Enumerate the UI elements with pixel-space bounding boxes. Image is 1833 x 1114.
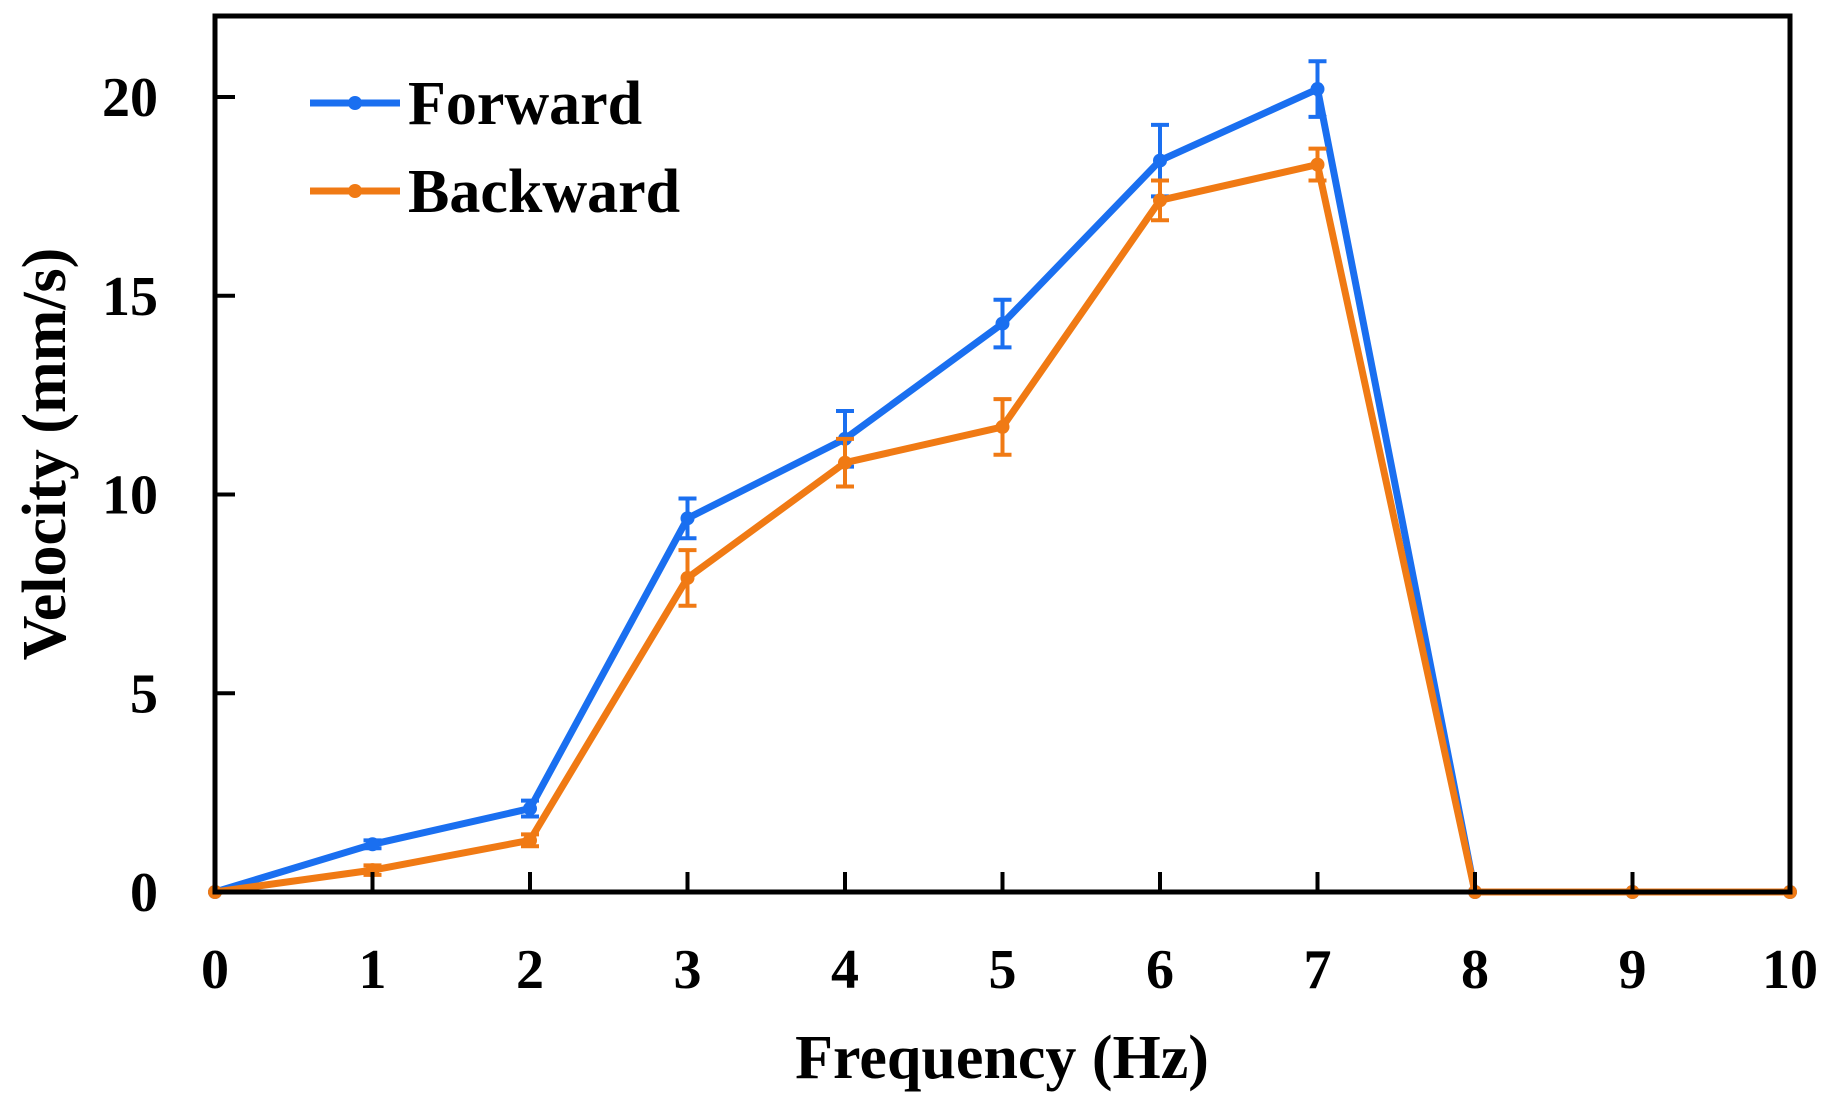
legend-label: Forward bbox=[408, 70, 642, 138]
x-tick-label: 0 bbox=[201, 939, 229, 1001]
x-tick-label: 4 bbox=[831, 939, 859, 1001]
y-tick-label: 5 bbox=[130, 663, 158, 725]
legend: Forward Backward bbox=[310, 70, 680, 226]
x-tick-label: 6 bbox=[1146, 939, 1174, 1001]
x-tick-label: 3 bbox=[674, 939, 702, 1001]
ticks-layer: 0 1 2 3 4 5 6 7 8 9 10 0 5 10 15 20 bbox=[102, 67, 1818, 1001]
forward-data-point bbox=[680, 511, 695, 526]
legend-swatch-marker bbox=[348, 184, 362, 198]
forward-data-point bbox=[995, 316, 1010, 331]
backward-data-point bbox=[680, 570, 695, 585]
y-axis-title: Velocity (mm/s) bbox=[11, 248, 79, 661]
backward-data-point bbox=[995, 419, 1010, 434]
legend-label: Backward bbox=[408, 158, 680, 226]
x-tick-label: 10 bbox=[1762, 939, 1818, 1001]
x-tick-label: 2 bbox=[516, 939, 544, 1001]
backward-data-point bbox=[1310, 157, 1325, 172]
x-tick-label: 5 bbox=[989, 939, 1017, 1001]
legend-item-backward: Backward bbox=[310, 158, 680, 226]
x-tick-label: 7 bbox=[1304, 939, 1332, 1001]
legend-item-forward: Forward bbox=[310, 70, 642, 138]
x-axis-title: Frequency (Hz) bbox=[795, 1024, 1209, 1092]
backward-data-point bbox=[838, 455, 852, 470]
legend-swatch-marker bbox=[348, 96, 362, 110]
y-tick-label: 20 bbox=[102, 67, 158, 129]
y-tick-label: 10 bbox=[102, 465, 158, 527]
backward-data-point bbox=[523, 833, 537, 848]
forward-data-point bbox=[1153, 153, 1167, 168]
backward-data-point bbox=[365, 863, 380, 878]
x-tick-label: 9 bbox=[1619, 939, 1647, 1001]
forward-data-point bbox=[523, 801, 537, 816]
series-backward bbox=[208, 146, 1797, 899]
y-tick-label: 0 bbox=[130, 862, 158, 924]
x-tick-label: 1 bbox=[359, 939, 387, 1001]
forward-data-point bbox=[1310, 82, 1325, 97]
y-tick-label: 15 bbox=[102, 266, 158, 328]
backward-series-line bbox=[214, 161, 1790, 896]
forward-data-point bbox=[365, 837, 380, 852]
x-tick-label: 8 bbox=[1461, 939, 1489, 1001]
backward-data-point bbox=[1153, 193, 1167, 208]
